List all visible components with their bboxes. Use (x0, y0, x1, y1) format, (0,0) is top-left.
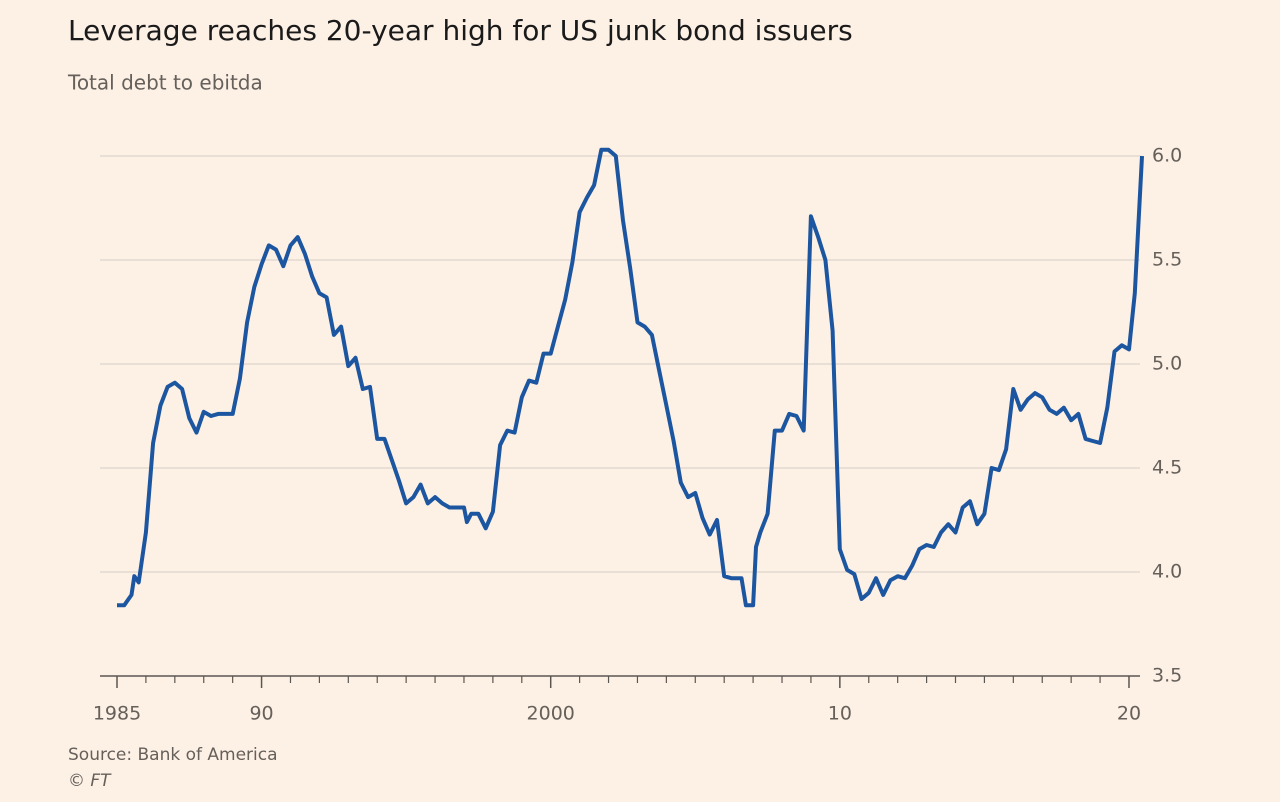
x-tick-label: 90 (249, 703, 273, 725)
x-tick-label: 20 (1117, 703, 1141, 725)
chart-subtitle: Total debt to ebitda (67, 71, 263, 95)
x-tick-label: 10 (828, 703, 852, 725)
x-tick-label: 1985 (93, 703, 141, 725)
x-tick-label: 2000 (527, 703, 575, 725)
credit: © FT (68, 771, 112, 791)
y-tick-label: 5.5 (1152, 249, 1182, 271)
source: Source: Bank of America (68, 745, 278, 765)
y-tick-label: 4.5 (1152, 457, 1182, 479)
y-tick-label: 5.0 (1152, 353, 1182, 375)
y-tick-label: 3.5 (1152, 665, 1182, 687)
y-tick-label: 4.0 (1152, 561, 1182, 583)
y-tick-label: 6.0 (1152, 145, 1182, 167)
chart-title: Leverage reaches 20-year high for US jun… (68, 14, 853, 47)
data-line (117, 147, 1144, 608)
